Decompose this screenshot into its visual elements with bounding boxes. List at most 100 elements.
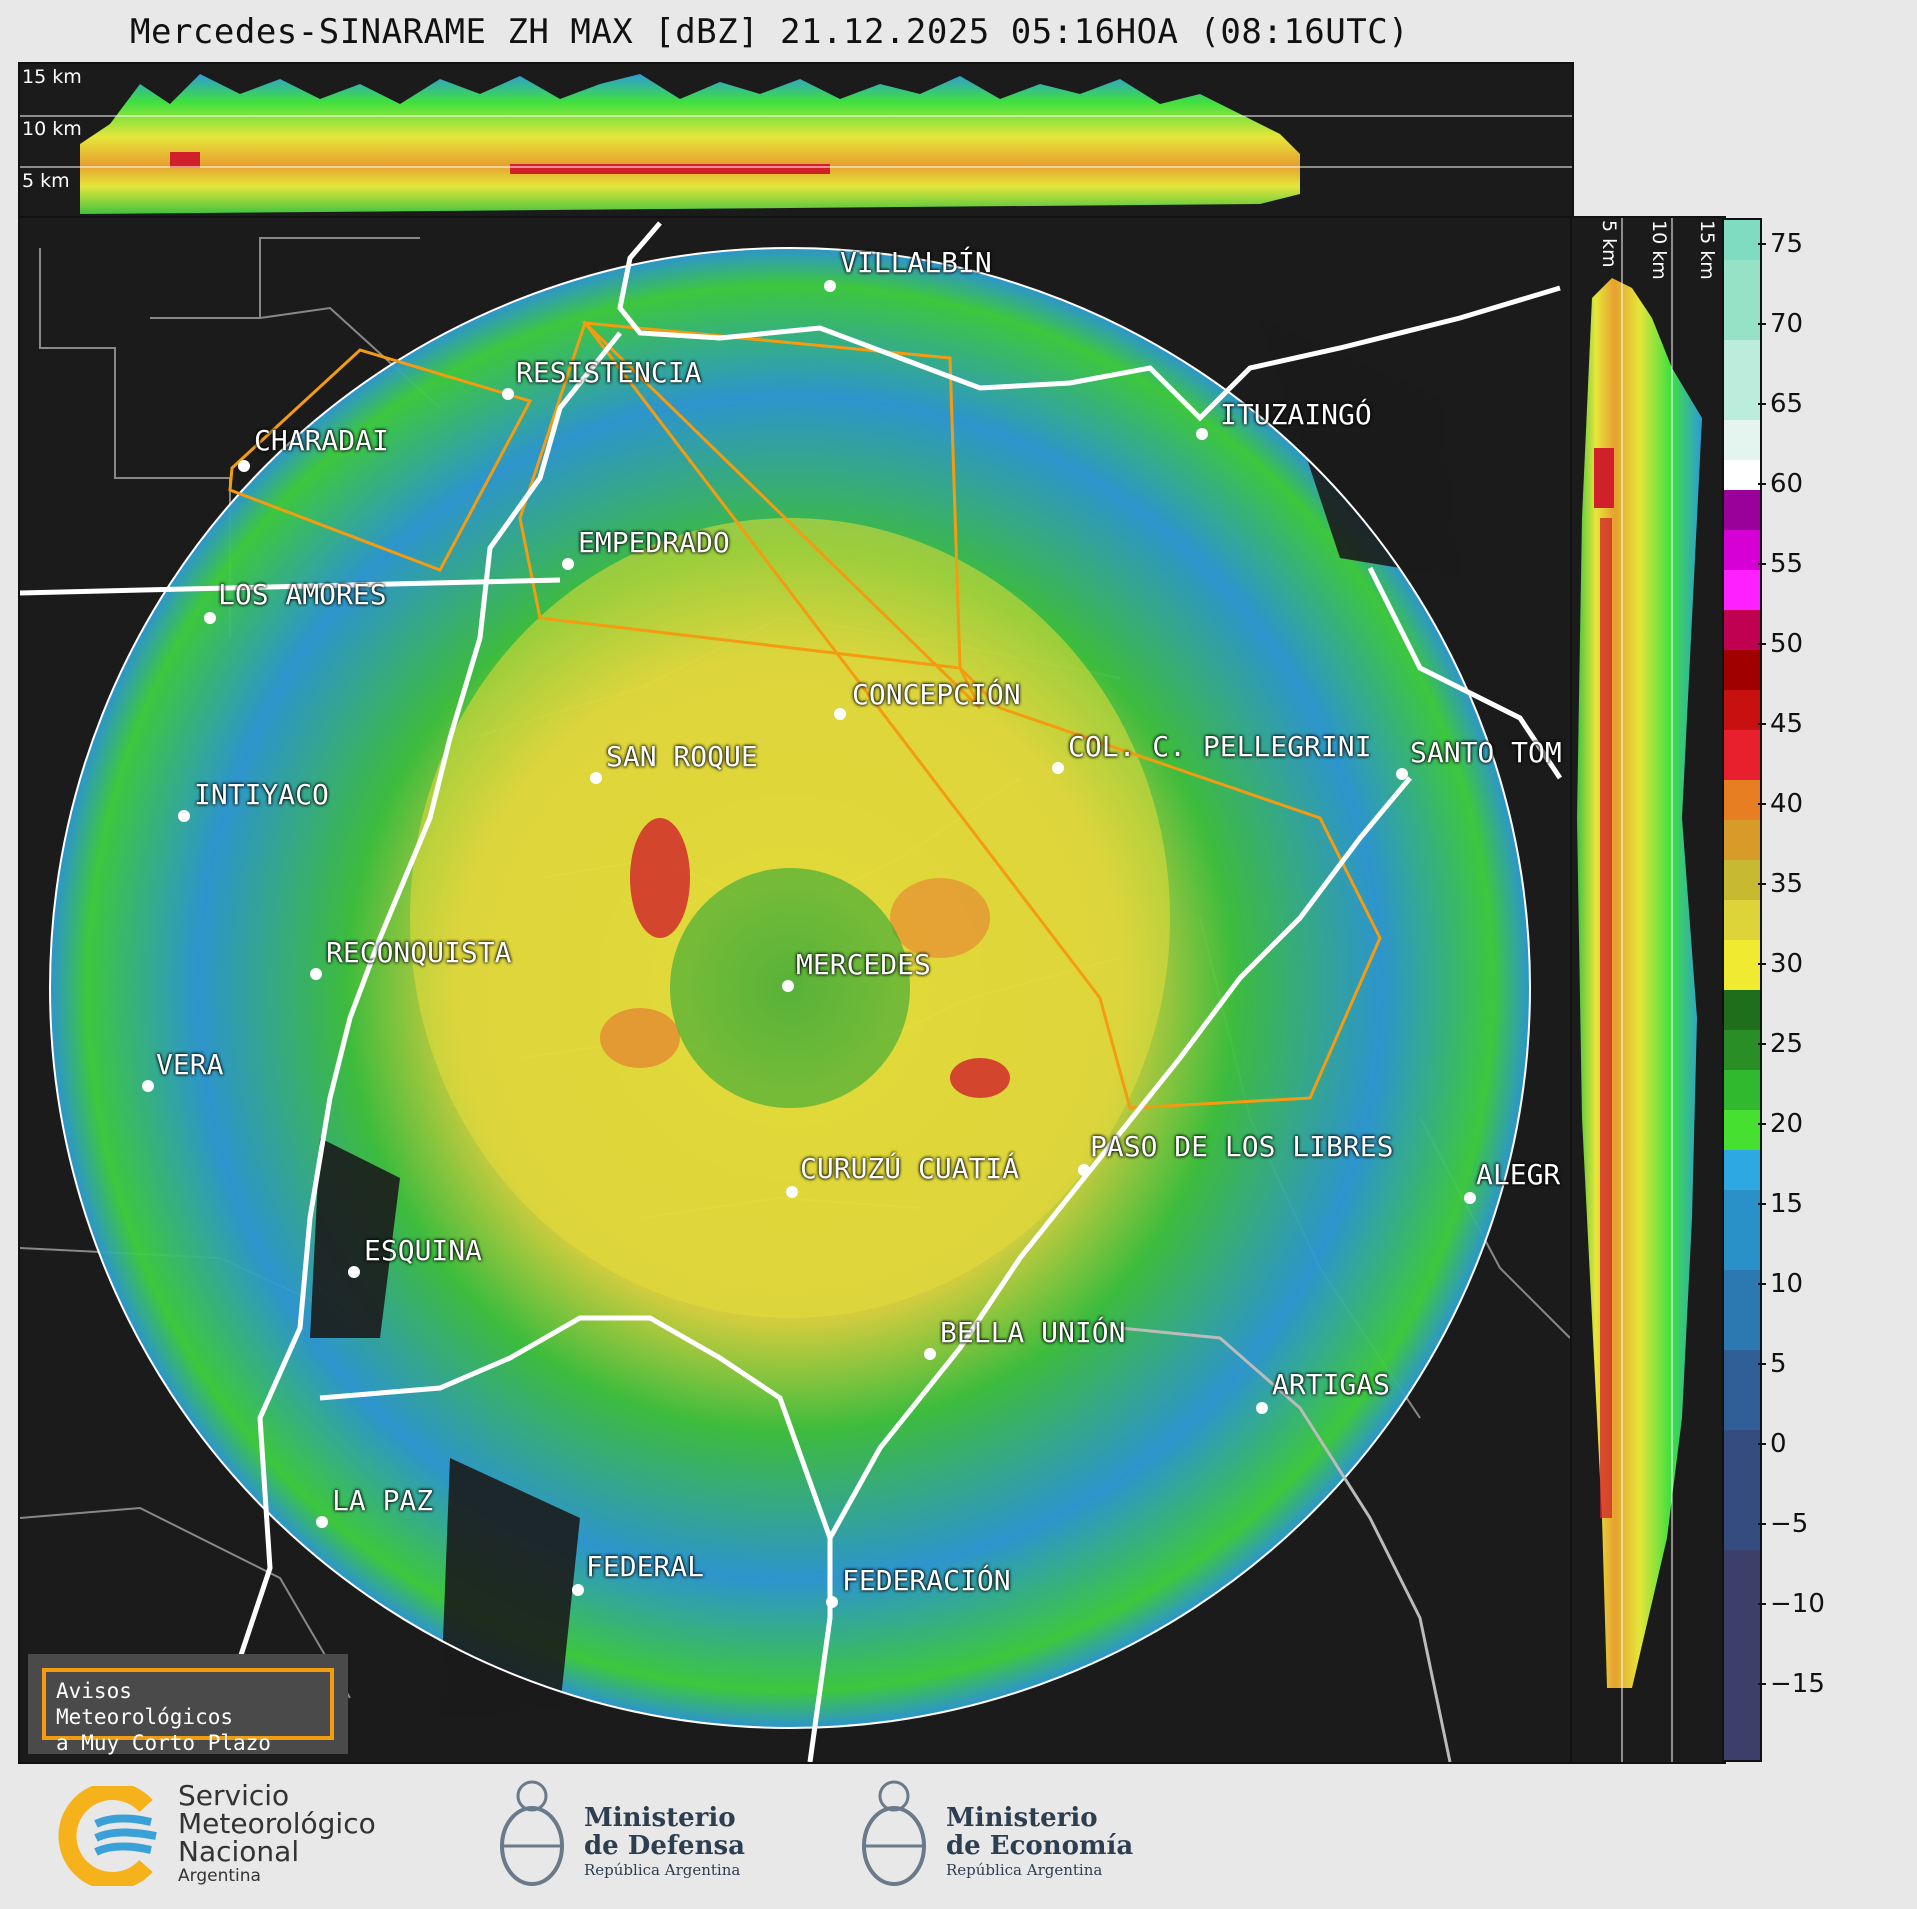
colorbar-tick-label: −10 <box>1770 1589 1825 1619</box>
colorbar-tick <box>1758 963 1766 965</box>
colorbar-tick <box>1758 723 1766 725</box>
city-dot-federal <box>572 1584 584 1596</box>
city-label: PASO DE LOS LIBRES <box>1090 1130 1394 1163</box>
city-label: RECONQUISTA <box>326 936 512 969</box>
warning-legend-line1: Avisos Meteorológicos <box>56 1679 234 1729</box>
city-label: FEDERACIÓN <box>842 1564 1011 1597</box>
city-dot-ituzaingo <box>1196 428 1208 440</box>
colorbar-tick-label: −15 <box>1770 1669 1825 1699</box>
city-label: CHARADAI <box>254 424 389 457</box>
dbz-colorbar <box>1722 218 1762 1762</box>
colorbar-tick <box>1758 1603 1766 1605</box>
colorbar-tick <box>1758 563 1766 565</box>
colorbar-tick <box>1758 1283 1766 1285</box>
economia-logo-text: Ministerio de Economía República Argenti… <box>946 1804 1133 1880</box>
page-title: Mercedes-SINARAME ZH MAX [dBZ] 21.12.202… <box>130 12 1410 52</box>
smn-line2: Meteorológico <box>178 1807 376 1840</box>
colorbar-tick-label: 55 <box>1770 549 1804 579</box>
colorbar-tick-label: 60 <box>1770 469 1804 499</box>
colorbar-tick-label: 50 <box>1770 629 1804 659</box>
city-dot-artigas <box>1256 1402 1268 1414</box>
colorbar-tick <box>1758 323 1766 325</box>
radar-map: VILLALBÍN RESISTENCIA CHARADAI ITUZAINGÓ… <box>18 216 1574 1764</box>
city-label: LA PAZ <box>332 1484 434 1517</box>
city-label: ITUZAINGÓ <box>1220 398 1372 431</box>
range-ring <box>49 247 1531 1729</box>
city-label: LOS AMORES <box>218 578 387 611</box>
city-label: CONCEPCIÓN <box>852 678 1021 711</box>
colorbar-tick <box>1758 1443 1766 1445</box>
defensa-line1: Ministerio <box>584 1803 736 1833</box>
colorbar-tick-label: 25 <box>1770 1029 1804 1059</box>
city-dot-santo-tome <box>1396 768 1408 780</box>
city-label: VILLALBÍN <box>840 246 992 279</box>
top-cross-section: 15 km 10 km 5 km <box>18 62 1574 220</box>
colorbar-tick-label: 10 <box>1770 1269 1804 1299</box>
colorbar-tick <box>1758 883 1766 885</box>
city-label: COL. C. PELLEGRINI <box>1068 730 1372 763</box>
colorbar-tick <box>1758 1203 1766 1205</box>
smn-line1: Servicio <box>178 1779 290 1812</box>
colorbar-tick-label: 0 <box>1770 1429 1787 1459</box>
city-label: BELLA UNIÓN <box>940 1316 1126 1349</box>
city-label: FEDERAL <box>586 1550 705 1583</box>
defensa-line2: de Defensa <box>584 1831 745 1861</box>
warning-legend-line2: a Muy Corto Plazo <box>56 1731 271 1755</box>
radar-site-label: MERCEDES <box>796 948 931 981</box>
height-label-15km: 15 km <box>22 66 82 88</box>
city-dot-vera <box>142 1080 154 1092</box>
defensa-logo-text: Ministerio de Defensa República Argentin… <box>584 1804 745 1880</box>
colorbar-tick <box>1758 1683 1766 1685</box>
colorbar-tick <box>1758 1043 1766 1045</box>
city-label: VERA <box>156 1048 224 1081</box>
smn-logo-text: Servicio Meteorológico Nacional Argentin… <box>178 1779 376 1887</box>
city-dot-federacion <box>826 1596 838 1608</box>
economia-line3: República Argentina <box>946 1861 1103 1879</box>
city-dot-col-pellegrini <box>1052 762 1064 774</box>
defensa-line3: República Argentina <box>584 1861 741 1879</box>
city-dot-bella-union <box>924 1348 936 1360</box>
colorbar-tick <box>1758 483 1766 485</box>
city-dot-charadai <box>238 460 250 472</box>
city-label: EMPEDRADO <box>578 526 730 559</box>
city-dot-villalbin <box>824 280 836 292</box>
city-label: SAN ROQUE <box>606 740 758 773</box>
right-height-label-15km: 15 km <box>1696 220 1718 280</box>
colorbar-tick <box>1758 1363 1766 1365</box>
economia-line1: Ministerio <box>946 1803 1098 1833</box>
colorbar-tick <box>1758 1523 1766 1525</box>
city-label: ALEGR <box>1476 1158 1561 1191</box>
city-label: ARTIGAS <box>1272 1368 1391 1401</box>
warning-legend-box: Avisos Meteorológicos a Muy Corto Plazo <box>28 1654 348 1755</box>
height-label-10km: 10 km <box>22 118 82 140</box>
colorbar-tick <box>1758 1123 1766 1125</box>
city-dot-resistencia <box>502 388 514 400</box>
city-dot-empedrado <box>562 558 574 570</box>
radar-map-svg <box>20 221 1571 1762</box>
city-label: INTIYACO <box>194 778 329 811</box>
city-dot-alegrete <box>1464 1192 1476 1204</box>
smn-line4: Argentina <box>178 1866 261 1886</box>
colorbar-tick-label: 35 <box>1770 869 1804 899</box>
colorbar-swatches <box>1724 220 1760 1760</box>
city-dot-la-paz <box>316 1516 328 1528</box>
radar-site-dot-mercedes <box>782 980 794 992</box>
city-label: ESQUINA <box>364 1234 483 1267</box>
footer-logos: Servicio Meteorológico Nacional Argentin… <box>0 1762 1917 1909</box>
city-dot-reconquista <box>310 968 322 980</box>
colorbar-tick-label: 15 <box>1770 1189 1804 1219</box>
city-dot-curuzu-cuatia <box>786 1186 798 1198</box>
warning-legend-frame: Avisos Meteorológicos a Muy Corto Plazo <box>42 1668 334 1755</box>
defensa-coat-of-arms-icon <box>500 1780 564 1886</box>
smn-logo-icon <box>58 1786 157 1886</box>
colorbar-tick-label: 30 <box>1770 949 1804 979</box>
colorbar-tick-label: 5 <box>1770 1349 1787 1379</box>
rivers <box>20 221 1563 1762</box>
colorbar-tick-label: 70 <box>1770 309 1804 339</box>
economia-coat-of-arms-icon <box>862 1780 926 1886</box>
city-dot-intiyaco <box>178 810 190 822</box>
colorbar-tick-label: 75 <box>1770 229 1804 259</box>
city-label: CURUZÚ CUATIÁ <box>800 1152 1020 1185</box>
top-section-plot <box>20 74 1572 214</box>
colorbar-tick <box>1758 643 1766 645</box>
